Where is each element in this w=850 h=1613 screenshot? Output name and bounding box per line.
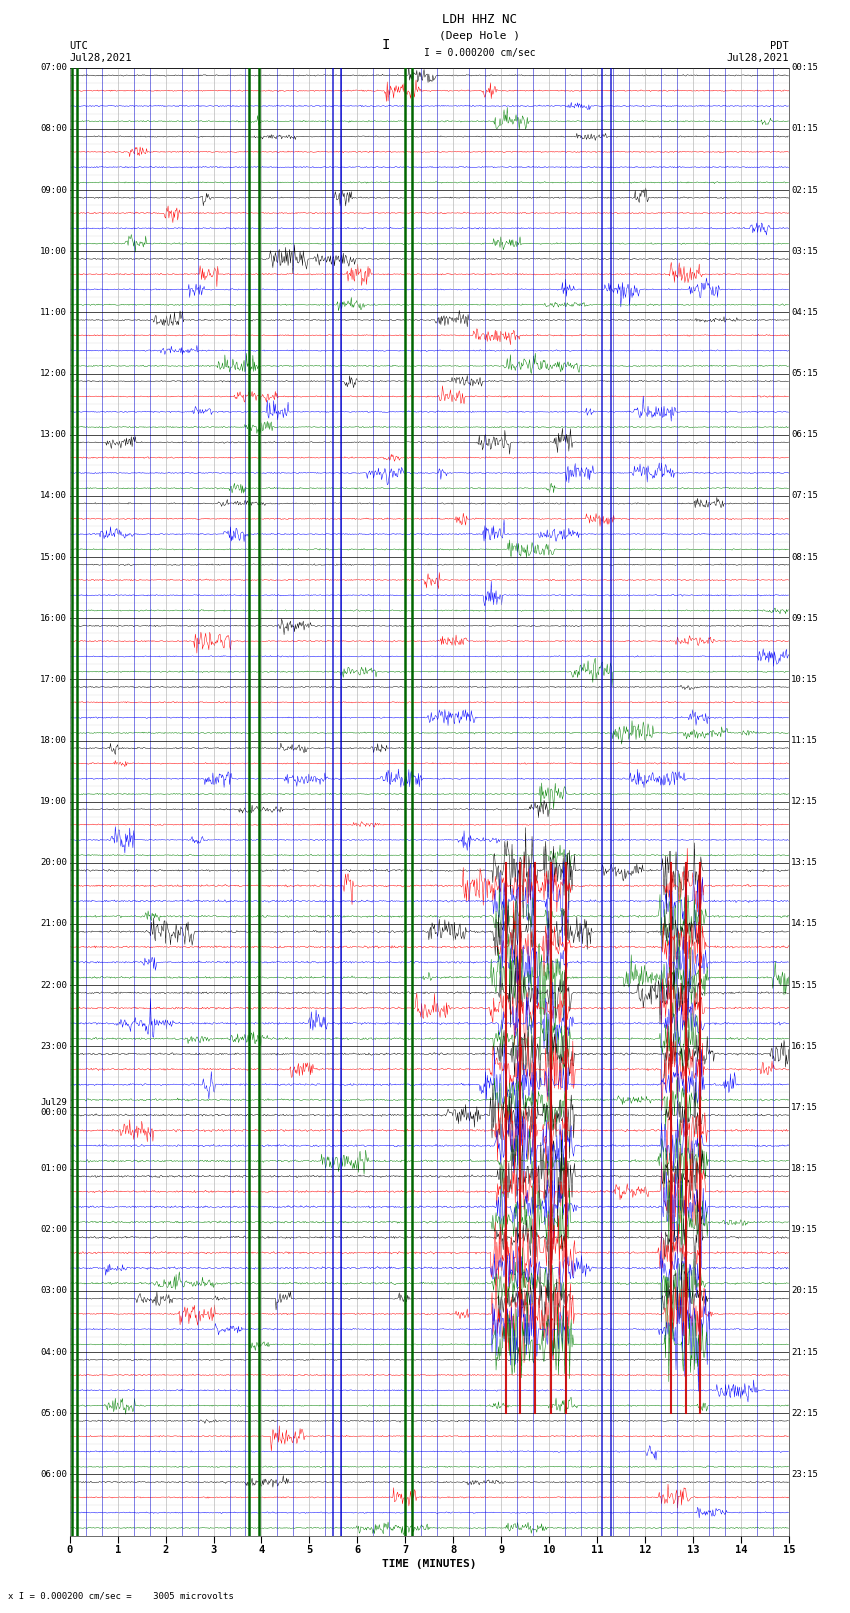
Text: 13:00: 13:00 xyxy=(40,431,67,439)
Text: 01:00: 01:00 xyxy=(40,1165,67,1173)
Text: 14:00: 14:00 xyxy=(40,492,67,500)
Text: 12:00: 12:00 xyxy=(40,369,67,377)
Text: I = 0.000200 cm/sec: I = 0.000200 cm/sec xyxy=(424,48,536,58)
Text: 22:15: 22:15 xyxy=(791,1408,819,1418)
Text: 00:15: 00:15 xyxy=(791,63,819,73)
Text: 08:00: 08:00 xyxy=(40,124,67,134)
Text: 13:15: 13:15 xyxy=(791,858,819,868)
X-axis label: TIME (MINUTES): TIME (MINUTES) xyxy=(382,1560,477,1569)
Text: (Deep Hole ): (Deep Hole ) xyxy=(439,31,520,40)
Text: 23:15: 23:15 xyxy=(791,1469,819,1479)
Text: 11:15: 11:15 xyxy=(791,736,819,745)
Text: 02:00: 02:00 xyxy=(40,1226,67,1234)
Text: 09:00: 09:00 xyxy=(40,185,67,195)
Text: UTC
Jul28,2021: UTC Jul28,2021 xyxy=(70,40,133,63)
Text: 05:15: 05:15 xyxy=(791,369,819,377)
Text: 07:15: 07:15 xyxy=(791,492,819,500)
Text: 17:15: 17:15 xyxy=(791,1103,819,1111)
Text: 05:00: 05:00 xyxy=(40,1408,67,1418)
Text: 14:15: 14:15 xyxy=(791,919,819,929)
Text: PDT
Jul28,2021: PDT Jul28,2021 xyxy=(726,40,789,63)
Text: 12:15: 12:15 xyxy=(791,797,819,806)
Text: 20:00: 20:00 xyxy=(40,858,67,868)
Text: 16:00: 16:00 xyxy=(40,613,67,623)
Text: 02:15: 02:15 xyxy=(791,185,819,195)
Text: I: I xyxy=(382,39,390,52)
Text: 23:00: 23:00 xyxy=(40,1042,67,1050)
Text: 11:00: 11:00 xyxy=(40,308,67,316)
Text: 10:15: 10:15 xyxy=(791,674,819,684)
Text: 21:15: 21:15 xyxy=(791,1347,819,1357)
Text: 15:15: 15:15 xyxy=(791,981,819,990)
Text: 10:00: 10:00 xyxy=(40,247,67,256)
Text: 18:00: 18:00 xyxy=(40,736,67,745)
Text: 17:00: 17:00 xyxy=(40,674,67,684)
Text: 03:00: 03:00 xyxy=(40,1287,67,1295)
Text: 21:00: 21:00 xyxy=(40,919,67,929)
Text: 16:15: 16:15 xyxy=(791,1042,819,1050)
Text: Jul29
00:00: Jul29 00:00 xyxy=(40,1098,67,1118)
Text: 06:15: 06:15 xyxy=(791,431,819,439)
Text: 08:15: 08:15 xyxy=(791,553,819,561)
Text: 04:15: 04:15 xyxy=(791,308,819,316)
Text: x I = 0.000200 cm/sec =    3005 microvolts: x I = 0.000200 cm/sec = 3005 microvolts xyxy=(8,1590,235,1600)
Text: 19:00: 19:00 xyxy=(40,797,67,806)
Text: 01:15: 01:15 xyxy=(791,124,819,134)
Text: 09:15: 09:15 xyxy=(791,613,819,623)
Text: 18:15: 18:15 xyxy=(791,1165,819,1173)
Text: 19:15: 19:15 xyxy=(791,1226,819,1234)
Text: 03:15: 03:15 xyxy=(791,247,819,256)
Text: 15:00: 15:00 xyxy=(40,553,67,561)
Text: 20:15: 20:15 xyxy=(791,1287,819,1295)
Text: 07:00: 07:00 xyxy=(40,63,67,73)
Text: LDH HHZ NC: LDH HHZ NC xyxy=(442,13,517,26)
Text: 04:00: 04:00 xyxy=(40,1347,67,1357)
Text: 22:00: 22:00 xyxy=(40,981,67,990)
Text: 06:00: 06:00 xyxy=(40,1469,67,1479)
